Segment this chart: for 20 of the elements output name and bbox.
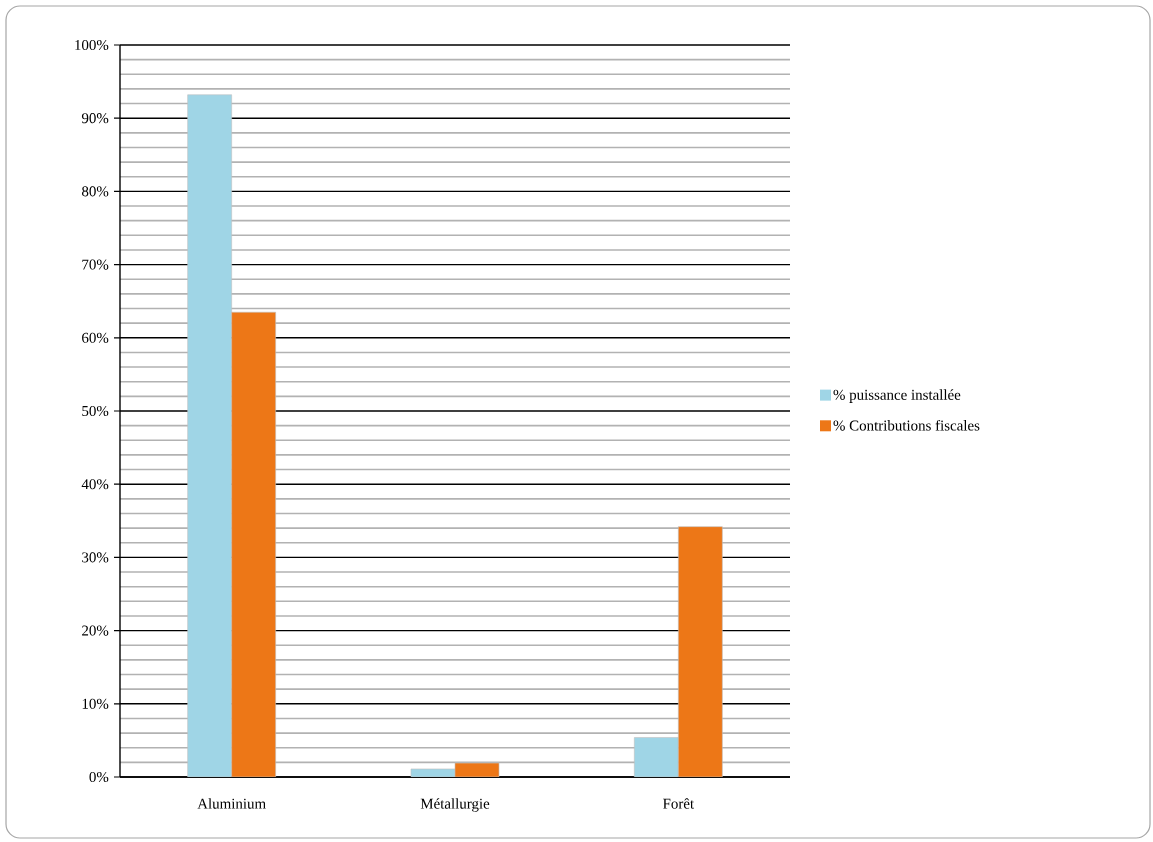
bar xyxy=(678,526,723,777)
y-tick-label: 30% xyxy=(82,552,109,563)
x-tick-label: Forêt xyxy=(663,798,695,809)
y-tick-label: 90% xyxy=(81,113,109,124)
bar xyxy=(231,311,276,777)
y-tick-label: 40% xyxy=(81,479,109,490)
x-tick-label: Métallurgie xyxy=(420,798,490,812)
y-tick-label: 80% xyxy=(81,186,109,197)
y-tick-label: 70% xyxy=(82,259,109,270)
bar xyxy=(187,94,232,777)
y-tick-label: 0% xyxy=(89,771,109,783)
y-tick-label: 60% xyxy=(82,332,109,343)
y-tick-label: 50% xyxy=(82,405,109,417)
legend-label: % puissance installée xyxy=(833,389,961,403)
y-tick-label: 20% xyxy=(82,625,109,636)
x-tick-label: Aluminium xyxy=(197,798,266,809)
y-tick-label: 10% xyxy=(82,698,109,709)
y-tick-label: 100% xyxy=(75,39,109,51)
bar xyxy=(634,737,679,777)
legend-label: % Contributions fiscales xyxy=(833,419,980,431)
